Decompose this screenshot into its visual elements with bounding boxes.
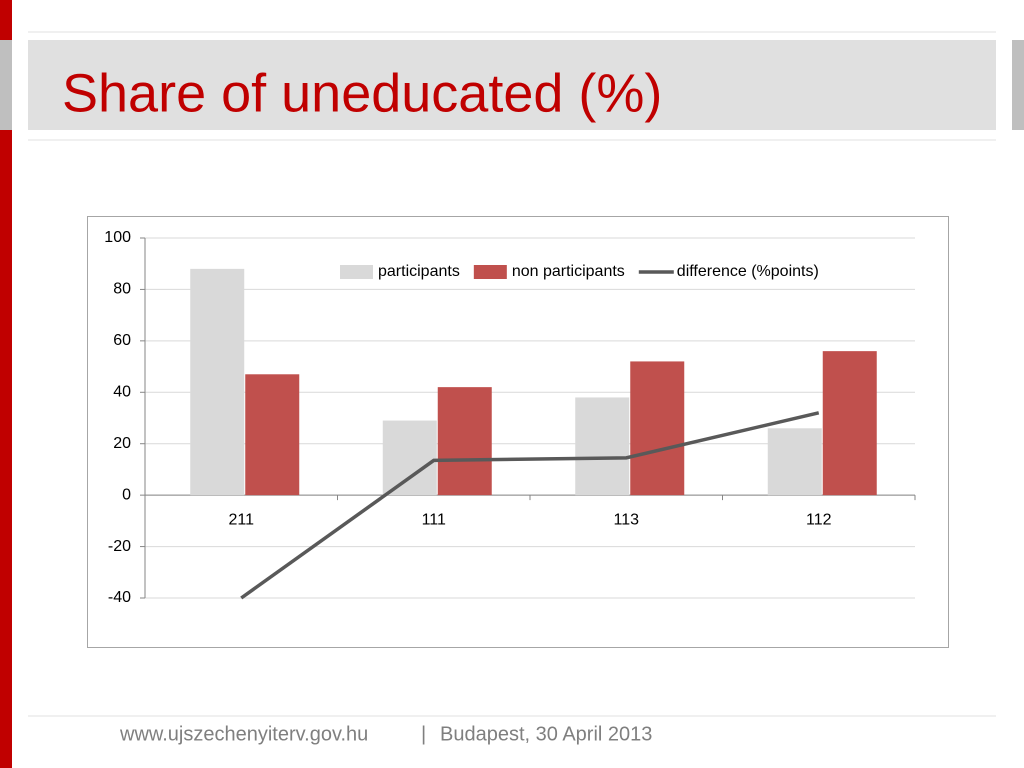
y-tick-label: -20	[108, 538, 131, 555]
bar	[630, 361, 685, 496]
x-tick-label: 211	[228, 511, 254, 528]
side-block	[1012, 40, 1024, 130]
y-tick-label: 100	[104, 229, 131, 246]
footer-date: Budapest, 30 April 2013	[440, 723, 652, 745]
y-tick-label: 20	[113, 435, 131, 452]
bar	[767, 428, 822, 496]
y-tick-label: 60	[113, 332, 131, 349]
legend-label: difference (%points)	[677, 263, 819, 280]
bar	[245, 374, 300, 496]
slide-title: Share of uneducated (%)	[62, 63, 662, 123]
legend-swatch	[340, 265, 373, 279]
y-tick-label: 40	[113, 384, 131, 401]
title-band	[28, 40, 996, 130]
side-block	[0, 40, 12, 130]
chart: -40 -20 0 20 40 60 80 100 211 111 113 112 participan…	[104, 229, 916, 606]
bar	[575, 397, 630, 496]
legend-label: participants	[378, 263, 460, 280]
footer-url: www.ujszechenyiterv.gov.hu	[119, 723, 368, 745]
y-tick-label: -40	[108, 589, 131, 606]
footer-separator: |	[421, 723, 426, 745]
legend-label: non participants	[512, 263, 625, 280]
bar	[822, 351, 877, 496]
bar	[382, 420, 437, 496]
x-tick-label: 113	[613, 511, 639, 528]
y-tick-label: 80	[113, 281, 131, 298]
x-tick-label: 111	[422, 511, 446, 528]
bar	[437, 387, 492, 496]
x-tick-label: 112	[806, 511, 832, 528]
legend-swatch	[473, 265, 507, 279]
bar	[190, 268, 245, 496]
line	[240, 411, 820, 600]
y-tick-label: 0	[122, 486, 131, 503]
side-bar	[0, 0, 12, 768]
